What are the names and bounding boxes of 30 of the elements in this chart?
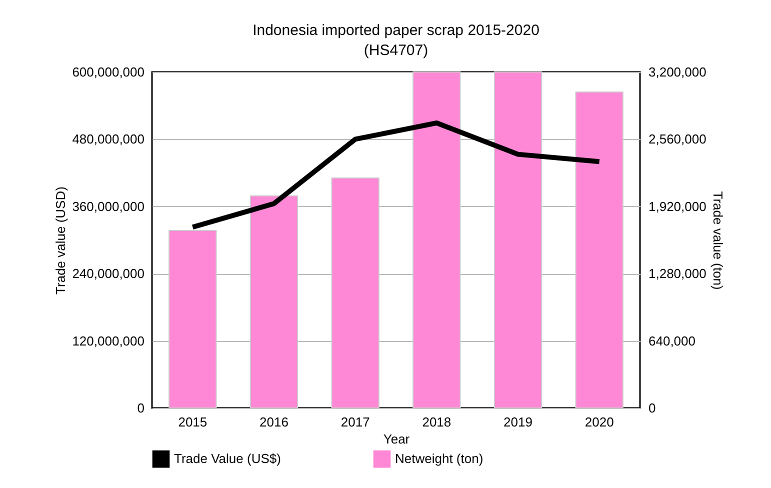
y-tick-label: 480,000,000: [72, 132, 144, 147]
x-tick-label: 2019: [504, 414, 532, 430]
bar: [494, 72, 542, 408]
y2-tick-label: 640,000: [648, 333, 696, 348]
x-tick-label: 2015: [178, 414, 208, 430]
y2-tick-label: 3,200,000: [648, 64, 706, 80]
x-tick-label: 2020: [584, 414, 614, 430]
y2-tick-label: 2,560,000: [648, 132, 706, 147]
bar: [575, 91, 624, 408]
x-tick-label: 2016: [260, 414, 288, 430]
bar: [331, 178, 380, 408]
bar: [412, 72, 461, 408]
y-tick-label: 0: [137, 400, 144, 416]
y-tick-label: 600,000,000: [72, 64, 144, 80]
bar: [250, 195, 298, 408]
y2-tick-label: 1,920,000: [648, 198, 706, 214]
legend-label: Netweight (ton): [395, 451, 484, 466]
y-tick-label: 240,000,000: [72, 266, 144, 282]
y-tick-label: 120,000,000: [72, 333, 144, 348]
y2-tick-label: 1,280,000: [648, 266, 706, 282]
x-axis-title: Year: [383, 432, 410, 446]
legend-label: Trade Value (US$): [174, 451, 281, 466]
y-axis-title: Trade value (USD): [53, 186, 68, 294]
bar: [168, 230, 217, 408]
chart-title: Indonesia imported paper scrap 2015-2020 (HS4707): [252, 22, 540, 59]
x-tick-label: 2018: [422, 414, 452, 430]
y2-tick-label: 0: [648, 400, 656, 416]
x-tick-label: 2017: [340, 414, 370, 430]
y-tick-label: 360,000,000: [72, 198, 144, 214]
y2-axis-title: Trade value (ton): [710, 191, 726, 290]
